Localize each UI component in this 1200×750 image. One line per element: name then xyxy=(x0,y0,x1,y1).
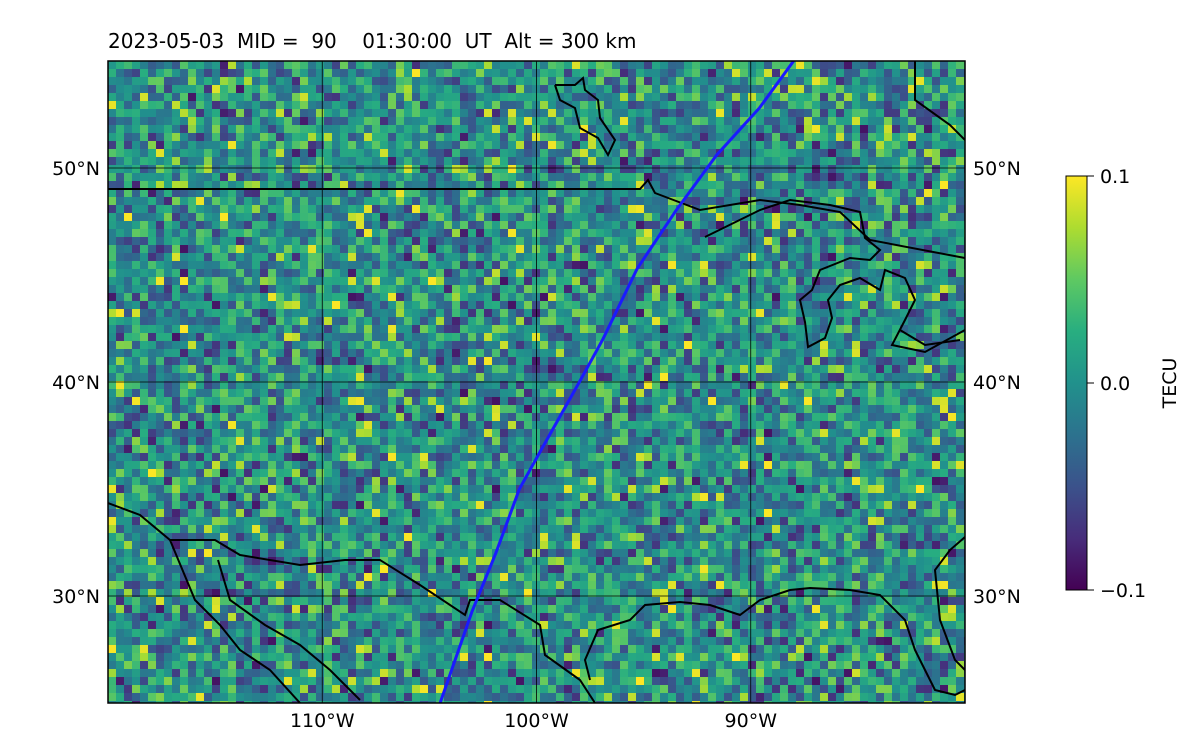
colorbar-tick-label: 0.0 xyxy=(1100,373,1130,395)
coastline-path xyxy=(914,61,965,141)
lat-tick-label-right: 50°N xyxy=(973,158,1021,180)
colorbar: 0.1 0.0 −0.1 TECU xyxy=(1065,166,1181,602)
coastline-path xyxy=(704,198,965,354)
colorbar-tick-label: −0.1 xyxy=(1100,580,1146,602)
lon-tick-label: 110°W xyxy=(290,710,355,732)
graticule xyxy=(108,61,965,703)
colorbar-gradient xyxy=(1065,175,1088,591)
coastline-path xyxy=(554,76,617,158)
colorbar-tick-label: 0.1 xyxy=(1100,166,1130,188)
coastlines-and-borders xyxy=(108,61,965,703)
lat-tick-label-left: 30°N xyxy=(52,586,100,608)
lat-tick-label-right: 30°N xyxy=(973,586,1021,608)
lat-tick-label-left: 50°N xyxy=(52,158,100,180)
lon-tick-label: 100°W xyxy=(504,710,569,732)
longitude-tick-labels: 110°W 100°W 90°W xyxy=(290,710,777,732)
coastline-path xyxy=(108,178,965,259)
coastline-path xyxy=(933,536,965,671)
satellite-track xyxy=(438,61,795,703)
lat-tick-label-right: 40°N xyxy=(973,372,1021,394)
latitude-tick-labels: 50°N 50°N 40°N 40°N 30°N 30°N xyxy=(52,158,1021,608)
map-frame xyxy=(107,60,966,704)
plot-title: 2023-05-03 MID = 90 01:30:00 UT Alt = 30… xyxy=(108,29,636,53)
colorbar-label: TECU xyxy=(1159,358,1181,410)
tec-map xyxy=(108,61,965,703)
coastline-path xyxy=(583,586,965,697)
lon-tick-label: 90°W xyxy=(725,710,778,732)
lat-tick-label-left: 40°N xyxy=(52,372,100,394)
coastline-path xyxy=(217,559,361,701)
tec-raster xyxy=(108,61,965,703)
coastline-path xyxy=(899,329,961,347)
colorbar-ticks: 0.1 0.0 −0.1 xyxy=(1087,166,1146,602)
coastline-path xyxy=(108,502,596,703)
coastline-path xyxy=(169,539,301,703)
